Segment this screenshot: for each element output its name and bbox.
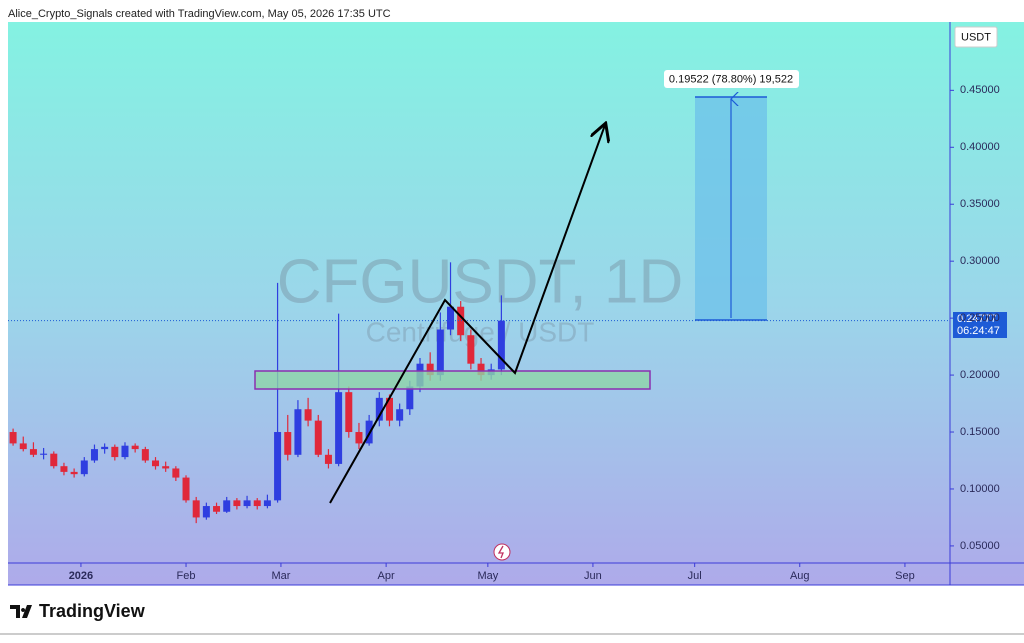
candle-body: [345, 392, 353, 433]
candle-body: [111, 446, 119, 458]
x-tick-label: Sep: [895, 570, 915, 582]
currency-box: [954, 26, 998, 48]
y-tick-label: 0.40000: [960, 141, 1000, 153]
x-tick-label: Jul: [688, 570, 702, 582]
candle-body: [19, 443, 27, 450]
candle-body: [335, 392, 343, 464]
x-tick-label: Mar: [271, 570, 290, 582]
candle-body: [121, 445, 129, 458]
y-tick-label: 0.25000: [960, 312, 1000, 324]
candle-body: [477, 363, 485, 376]
candle-body: [192, 500, 200, 518]
x-tick-label: May: [477, 570, 498, 582]
x-tick-label: 2026: [69, 570, 93, 582]
candle-body: [80, 460, 88, 475]
candle-body: [274, 432, 282, 501]
candle-body: [406, 386, 414, 410]
watermark: CFGUSDT, 1D: [277, 247, 683, 316]
candle-body: [426, 363, 434, 376]
y-tick-label: 0.20000: [960, 369, 1000, 381]
candle-body: [253, 500, 261, 507]
x-tick-label: Feb: [177, 570, 196, 582]
last-price-box: [953, 312, 1007, 338]
y-tick-label: 0.05000: [960, 540, 1000, 552]
candle-body: [213, 506, 221, 512]
projection-arrow: [329, 125, 605, 504]
candle-body: [60, 466, 68, 472]
candle-body: [324, 454, 332, 464]
candle-body: [172, 468, 180, 478]
header: Alice_Crypto_Signals created with Tradin…: [8, 8, 391, 20]
candle-body: [202, 506, 210, 518]
watermark-subtitle: Centrifuge / USDT: [366, 316, 595, 347]
candle-body: [152, 460, 160, 467]
countdown: 06:24:47: [957, 325, 1000, 337]
candle-body: [497, 320, 505, 370]
candle-body: [70, 471, 78, 475]
plot-area: [8, 89, 954, 567]
last-price-label: 0.24777: [957, 313, 997, 325]
candle-body: [396, 409, 404, 421]
candle-body: [223, 500, 231, 512]
x-tick-label: Aug: [790, 570, 810, 582]
candle-body: [162, 466, 170, 469]
candle-body: [447, 306, 455, 330]
y-tick-label: 0.45000: [960, 84, 1000, 96]
x-tick-label: Jun: [584, 570, 602, 582]
event-icon-bolt: [497, 545, 504, 559]
candle-body: [263, 500, 271, 507]
y-tick-label: 0.15000: [960, 426, 1000, 438]
candle-body: [101, 446, 109, 450]
candle-body: [9, 432, 17, 444]
candle-body: [243, 500, 251, 507]
candle-body: [50, 453, 58, 467]
candle-body: [29, 449, 37, 455]
y-tick-label: 0.35000: [960, 198, 1000, 210]
candle-body: [385, 397, 393, 421]
candle-body: [40, 453, 48, 455]
event-icon[interactable]: [493, 543, 511, 561]
candle-body: [355, 432, 363, 444]
support-zone: [254, 370, 651, 390]
x-tick-label: Apr: [378, 570, 395, 582]
candle-body: [467, 335, 475, 364]
chart-background: [8, 22, 1024, 585]
candle-body: [314, 420, 322, 455]
candle-body: [131, 445, 139, 450]
measure-label-box: [664, 70, 799, 88]
y-tick-label: 0.30000: [960, 255, 1000, 267]
candle-body: [294, 409, 302, 455]
candle-body: [233, 500, 241, 507]
candle-body: [436, 329, 444, 376]
candle-body: [90, 449, 98, 461]
measure-label: 0.19522 (78.80%) 19,522: [669, 73, 793, 85]
candle-body: [375, 397, 383, 421]
logo: TradingView: [10, 601, 146, 621]
logo-text: TradingView: [39, 601, 146, 621]
y-tick-label: 0.10000: [960, 483, 1000, 495]
candle-body: [141, 449, 149, 461]
candle-body: [284, 432, 292, 455]
candle-body: [457, 306, 465, 336]
logo-icon: [10, 605, 32, 618]
currency: USDT: [961, 31, 991, 43]
candle-body: [182, 477, 190, 501]
candle-body: [304, 409, 312, 421]
